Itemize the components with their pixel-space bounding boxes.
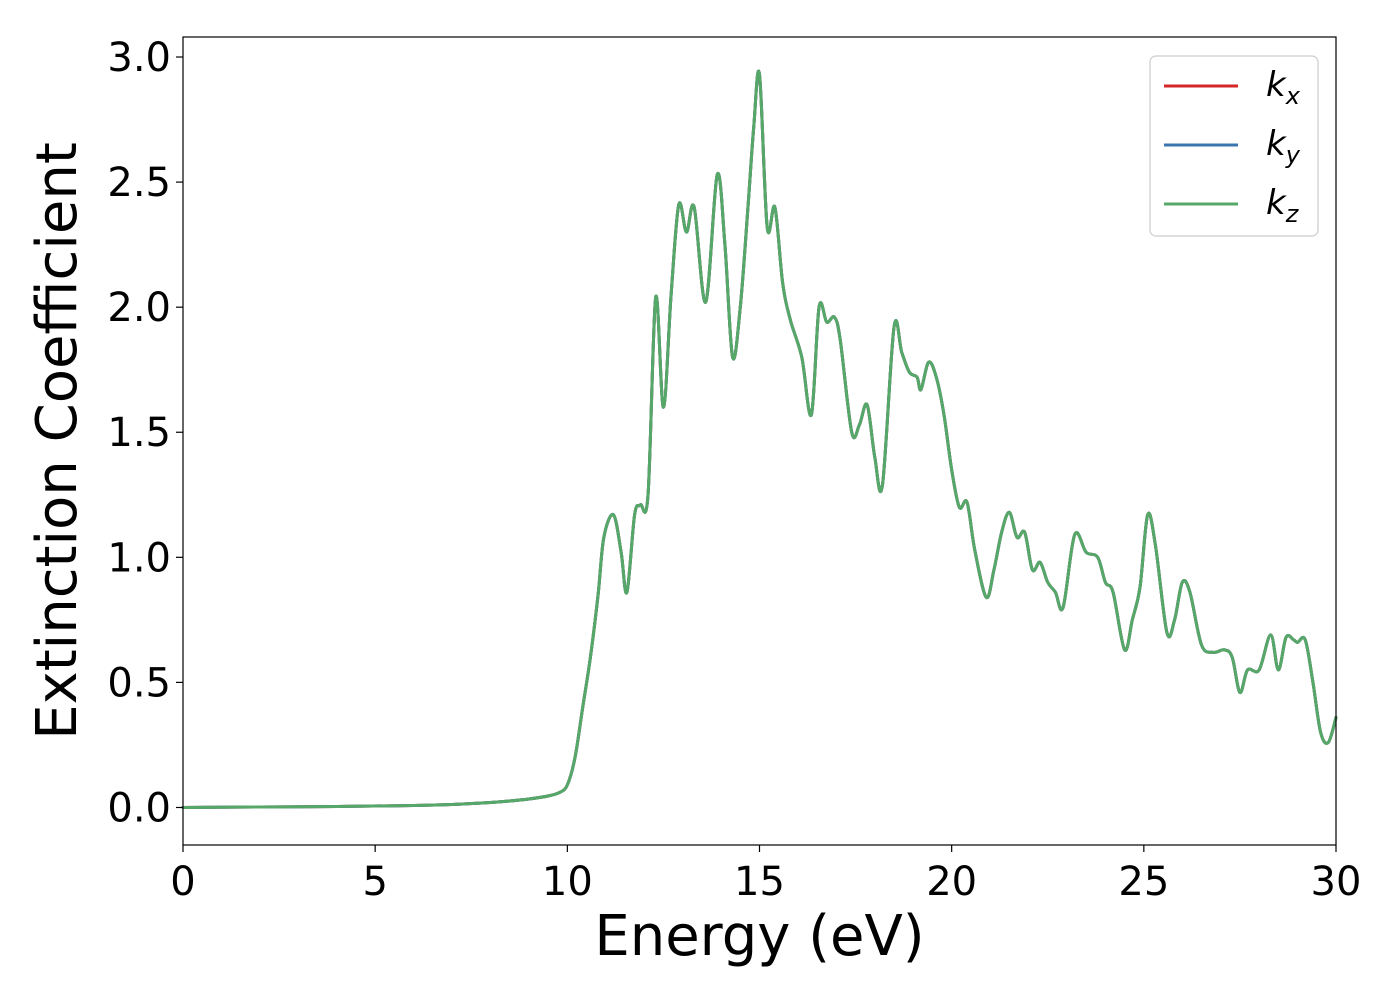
legend-label-main: k	[1266, 124, 1287, 164]
legend-label-subscript: z	[1285, 200, 1300, 228]
y-tick-label: 2.5	[107, 160, 171, 206]
x-tick-label: 20	[926, 859, 977, 905]
legend-label-main: k	[1266, 65, 1287, 105]
x-tick-label: 5	[362, 859, 387, 905]
x-tick-label: 15	[734, 859, 785, 905]
x-axis-ticks: 0 5 10 15 20 25 30	[170, 845, 1361, 905]
y-tick-label: 1.5	[107, 410, 171, 456]
y-tick-label: 0.0	[107, 785, 171, 831]
legend-label-main: k	[1266, 183, 1287, 223]
y-tick-label: 2.0	[107, 285, 171, 331]
x-tick-label: 30	[1311, 859, 1362, 905]
y-axis-ticks: 0.0 0.5 1.0 1.5 2.0 2.5 3.0	[107, 35, 183, 831]
series-line-k-z	[181, 69, 1338, 809]
y-tick-label: 0.5	[107, 660, 171, 706]
y-axis-label: Extinction Coefficient	[25, 142, 90, 740]
series-lines	[181, 69, 1338, 809]
legend-label: ky	[1266, 124, 1301, 169]
legend-label-subscript: x	[1285, 82, 1301, 110]
x-tick-label: 10	[542, 859, 593, 905]
x-tick-label: 0	[170, 859, 195, 905]
legend-label: kz	[1266, 183, 1300, 228]
x-axis-label: Energy (eV)	[594, 904, 924, 969]
legend-label-subscript: y	[1285, 141, 1301, 169]
x-tick-label: 25	[1118, 859, 1169, 905]
y-tick-label: 1.0	[107, 535, 171, 581]
legend-label: kx	[1266, 65, 1301, 110]
plot-area	[181, 36, 1338, 846]
y-tick-label: 3.0	[107, 35, 171, 81]
